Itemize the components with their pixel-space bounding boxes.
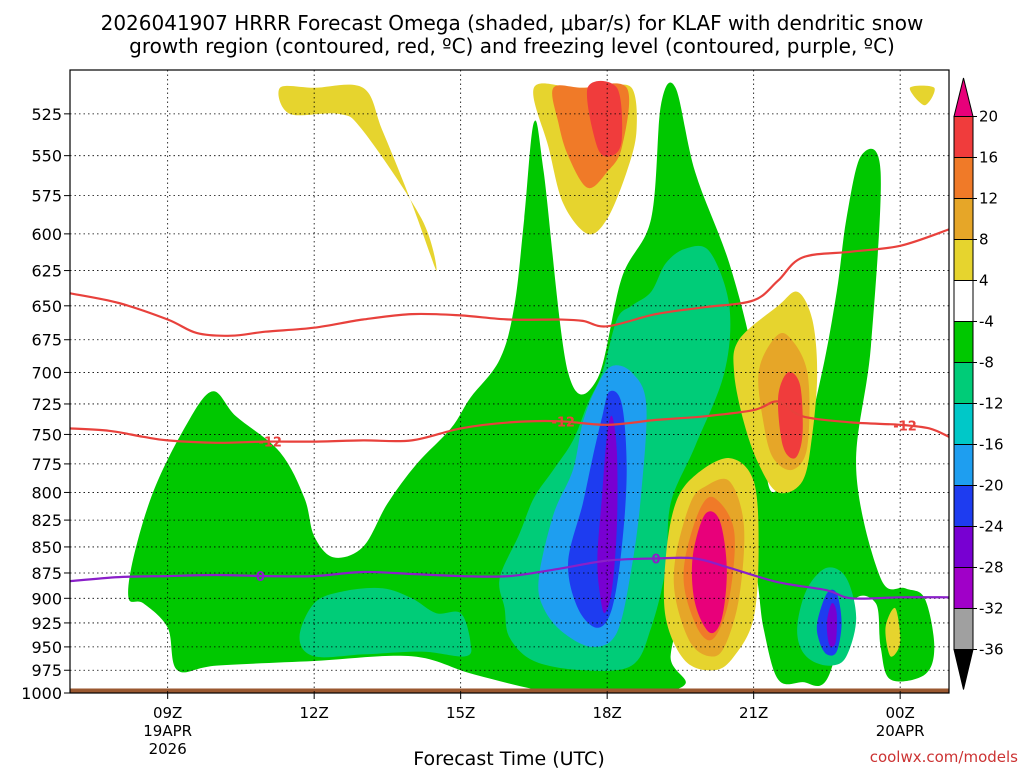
omega-region-16 bbox=[777, 371, 803, 459]
contour-label: -12 bbox=[258, 436, 282, 451]
omega-region-4 bbox=[885, 607, 901, 657]
ground-fill bbox=[70, 688, 949, 693]
x-tick-date: 19APR bbox=[143, 722, 192, 740]
y-tick-label: 925 bbox=[31, 614, 62, 633]
colorbar-swatch bbox=[953, 403, 974, 445]
x-tick-label: 21Z bbox=[739, 704, 768, 722]
contour-label: -12 bbox=[893, 419, 917, 434]
colorbar-bottom-arrow bbox=[953, 649, 974, 690]
y-axis-pressure: 525 550 575 600 625 650 675 700 725 750 775 800 825 8… bbox=[21, 105, 70, 703]
colorbar-top-arrow bbox=[953, 77, 974, 117]
colorbar: 20 16 12 8 4 -4 -8 -12 -16 -20 -24 -28 -32 -36 bbox=[953, 77, 1004, 690]
y-tick-label: 825 bbox=[31, 511, 62, 530]
y-tick-label: 800 bbox=[31, 483, 62, 502]
contour-lines: -12 -12 -12 0 0 bbox=[70, 228, 949, 600]
y-tick-label: 600 bbox=[31, 225, 62, 244]
x-tick-year: 2026 bbox=[149, 740, 187, 758]
colorbar-swatch bbox=[953, 116, 974, 158]
y-tick-label: 900 bbox=[31, 589, 62, 608]
x-axis-label: Forecast Time (UTC) bbox=[413, 748, 604, 768]
colorbar-label: -32 bbox=[979, 600, 1004, 618]
grid-lines bbox=[70, 70, 949, 694]
colorbar-swatch bbox=[953, 198, 974, 240]
omega-region--24 bbox=[597, 415, 618, 614]
contour-0 bbox=[70, 556, 949, 600]
colorbar-label: -4 bbox=[979, 313, 994, 331]
x-tick-label: 15Z bbox=[446, 704, 475, 722]
colorbar-label: -8 bbox=[979, 354, 994, 372]
colorbar-label: -24 bbox=[979, 518, 1004, 536]
x-tick-label: 12Z bbox=[299, 704, 328, 722]
colorbar-label: -16 bbox=[979, 436, 1004, 454]
y-tick-label: 625 bbox=[31, 262, 62, 281]
colorbar-label: 20 bbox=[979, 108, 998, 126]
colorbar-label: 16 bbox=[979, 149, 998, 167]
colorbar-swatch bbox=[953, 280, 974, 322]
chart-title-line2: growth region (contoured, red, ºC) and f… bbox=[129, 34, 895, 58]
y-tick-label: 775 bbox=[31, 455, 62, 474]
y-tick-label: 1000 bbox=[21, 684, 62, 703]
colorbar-label: -20 bbox=[979, 477, 1004, 495]
y-tick-label: 850 bbox=[31, 538, 62, 557]
colorbar-swatch bbox=[953, 567, 974, 609]
colorbar-swatch bbox=[953, 608, 974, 650]
x-tick-label: 00Z bbox=[885, 704, 914, 722]
y-tick-label: 950 bbox=[31, 638, 62, 657]
omega-region-4 bbox=[909, 85, 935, 106]
y-tick-label: 725 bbox=[31, 395, 62, 414]
plot-frame bbox=[69, 69, 950, 694]
colorbar-swatch bbox=[953, 239, 974, 281]
contour--12 bbox=[70, 400, 949, 444]
y-tick-label: 575 bbox=[31, 187, 62, 206]
colorbar-swatch bbox=[953, 526, 974, 568]
y-tick-label: 525 bbox=[31, 105, 62, 124]
y-tick-label: 875 bbox=[31, 564, 62, 583]
contour-label: 0 bbox=[651, 552, 660, 567]
y-tick-label: 675 bbox=[31, 331, 62, 350]
colorbar-swatch bbox=[953, 321, 974, 363]
colorbar-swatch bbox=[953, 362, 974, 404]
colorbar-label: -28 bbox=[979, 559, 1004, 577]
contour-label: 0 bbox=[256, 570, 265, 585]
x-tick-date: 20APR bbox=[876, 722, 925, 740]
colorbar-swatch bbox=[953, 444, 974, 486]
y-tick-label: 975 bbox=[31, 661, 62, 680]
x-tick-label: 18Z bbox=[592, 704, 621, 722]
contour-line bbox=[70, 228, 949, 337]
y-tick-label: 750 bbox=[31, 425, 62, 444]
y-tick-label: 650 bbox=[31, 297, 62, 316]
y-tick-label: 700 bbox=[31, 363, 62, 382]
colorbar-label: 8 bbox=[979, 231, 989, 249]
colorbar-label: 12 bbox=[979, 190, 998, 208]
x-tick-label: 09Z bbox=[153, 704, 182, 722]
omega-region--24 bbox=[826, 602, 837, 647]
colorbar-label: -36 bbox=[979, 641, 1004, 659]
colorbar-swatch bbox=[953, 485, 974, 527]
y-tick-label: 550 bbox=[31, 147, 62, 166]
credit-text: coolwx.com/models bbox=[870, 748, 1018, 766]
colorbar-label: 4 bbox=[979, 272, 989, 290]
plot-area: -12 -12 -12 0 0 bbox=[69, 69, 950, 694]
colorbar-swatch bbox=[953, 157, 974, 199]
omega-region-20 bbox=[691, 511, 727, 634]
omega-region-16 bbox=[586, 80, 623, 157]
colorbar-label: -12 bbox=[979, 395, 1004, 413]
omega-shading bbox=[70, 80, 949, 693]
omega-region-4 bbox=[278, 84, 437, 271]
contour-label: -12 bbox=[551, 416, 575, 431]
chart-title-line1: 2026041907 HRRR Forecast Omega (shaded, … bbox=[101, 11, 924, 35]
